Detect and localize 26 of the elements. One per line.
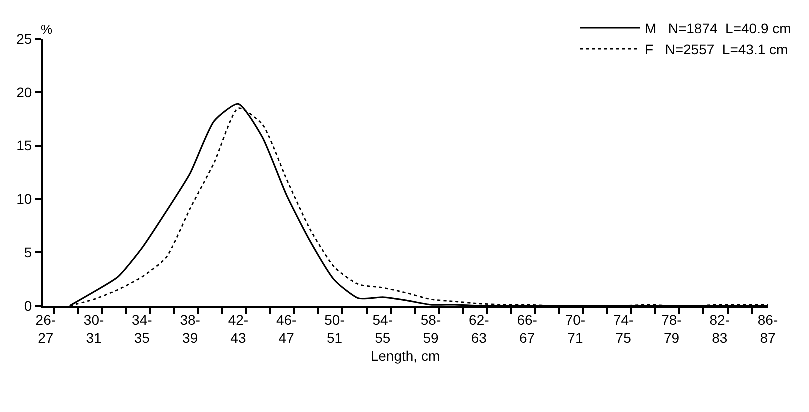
x-tick-label: 70-71 bbox=[565, 312, 586, 346]
x-tick-label: 26-27 bbox=[36, 312, 56, 346]
x-tick-label: 66-67 bbox=[517, 312, 538, 346]
y-tick-label: 15 bbox=[16, 138, 32, 154]
x-tick-label: 34-35 bbox=[132, 312, 153, 346]
x-tick-label: 30-31 bbox=[84, 312, 104, 346]
y-tick-label: 20 bbox=[16, 84, 32, 100]
x-tick-label: 42-43 bbox=[228, 312, 249, 346]
x-tick-label: 38-39 bbox=[180, 312, 201, 346]
y-tick-label: 25 bbox=[16, 30, 32, 47]
x-tick-label: 74-75 bbox=[613, 312, 634, 346]
x-tick-label: 86-87 bbox=[758, 312, 778, 346]
x-tick-label: 78-79 bbox=[662, 312, 682, 346]
y-axis-title: % bbox=[41, 22, 53, 37]
y-tick-label: 5 bbox=[24, 244, 32, 260]
legend-label: M N=1874 L=40.9 cm bbox=[645, 20, 792, 36]
x-tick-label: 50-51 bbox=[324, 312, 346, 346]
legend-label: F N=2557 L=43.1 cm bbox=[645, 42, 788, 58]
x-tick-label: 82-83 bbox=[710, 312, 730, 346]
y-tick-label: 0 bbox=[24, 298, 32, 314]
x-tick-label: 58-59 bbox=[420, 312, 442, 346]
x-tick-label: 46-47 bbox=[276, 312, 298, 346]
y-tick-label: 10 bbox=[16, 191, 32, 208]
x-axis-title: Length, cm bbox=[370, 348, 440, 364]
x-tick-label: 54-55 bbox=[372, 312, 394, 346]
x-tick-label: 62-63 bbox=[469, 312, 490, 346]
